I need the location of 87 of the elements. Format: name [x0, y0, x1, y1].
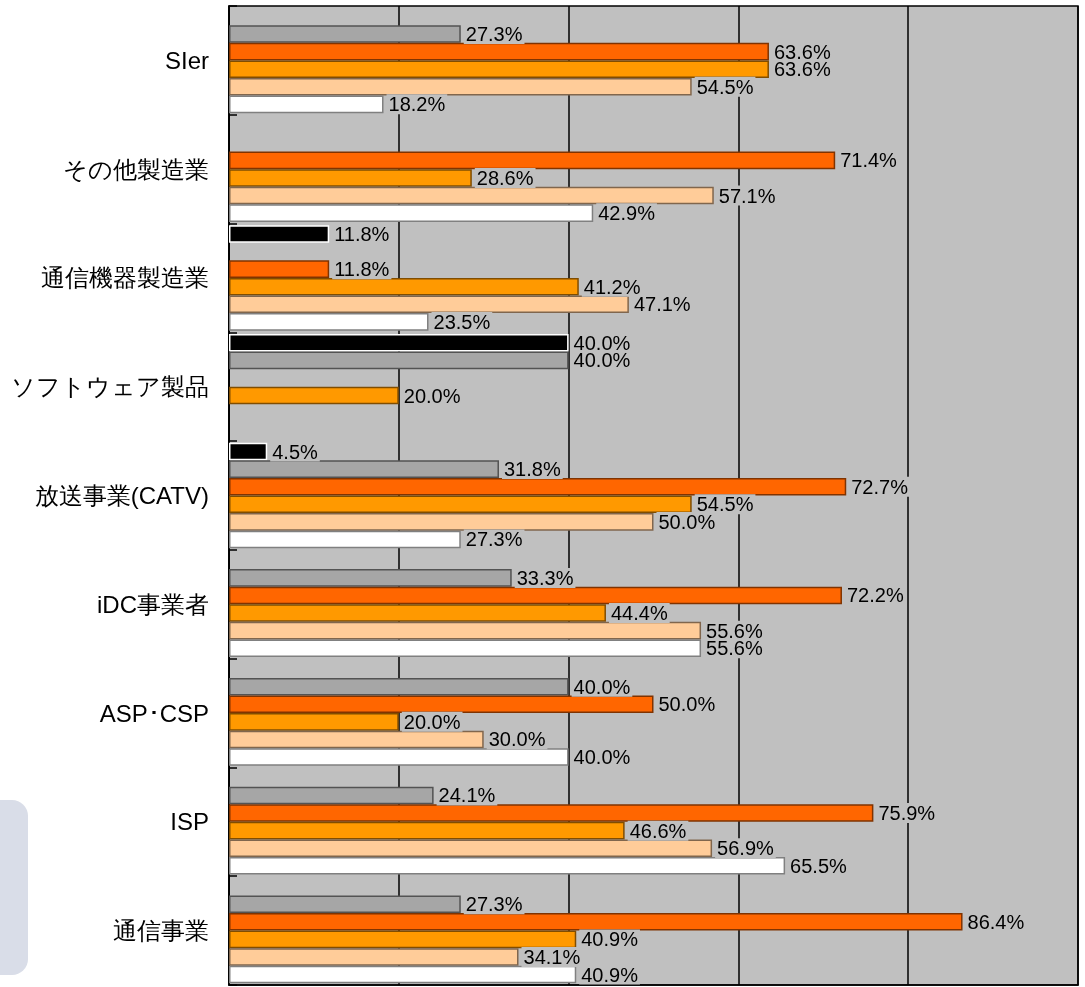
data-label: 24.1%	[438, 784, 496, 807]
data-label: 42.9%	[598, 202, 656, 225]
bar	[229, 260, 330, 278]
y-tick-label: その他製造業	[63, 155, 209, 183]
data-label: 56.9%	[717, 837, 775, 860]
bar	[229, 821, 625, 840]
bar	[229, 804, 874, 822]
data-label: 40.9%	[581, 963, 639, 986]
y-tick-label: SIer	[164, 46, 210, 74]
data-label: 28.6%	[476, 166, 534, 189]
data-label: 54.5%	[696, 493, 754, 516]
data-label: 27.3%	[465, 528, 523, 551]
bar	[229, 913, 963, 931]
y-tick-label: 通信機器製造業	[41, 264, 209, 292]
data-label: 50.0%	[658, 693, 716, 716]
bar	[229, 713, 399, 731]
bar	[229, 204, 594, 222]
data-label: 23.5%	[433, 310, 491, 333]
y-tick-label: ASP･CSP	[99, 699, 209, 727]
bar	[229, 151, 836, 170]
data-label: 11.8%	[334, 222, 390, 245]
bar	[229, 60, 769, 78]
data-label: 44.4%	[610, 602, 668, 625]
data-label: 33.3%	[516, 566, 574, 589]
bar	[229, 748, 569, 766]
bar	[229, 857, 786, 875]
y-tick-label: ソフトウェア製品	[11, 373, 209, 401]
bar	[229, 295, 629, 314]
bar	[229, 77, 692, 96]
bar	[229, 477, 847, 496]
data-label: 20.0%	[403, 384, 461, 407]
bar	[229, 530, 461, 549]
bar	[229, 277, 579, 296]
bar	[229, 604, 606, 622]
data-label: 54.5%	[696, 75, 754, 98]
data-label: 27.3%	[465, 893, 523, 916]
data-label: 40.0%	[573, 746, 631, 769]
data-label: 40.9%	[581, 928, 639, 951]
data-label: 40.0%	[573, 675, 631, 698]
bar	[229, 895, 461, 914]
y-tick-label: iDC事業者	[97, 590, 209, 618]
data-label: 27.3%	[465, 23, 523, 46]
bar	[229, 948, 519, 966]
bar	[229, 313, 429, 331]
data-label: 50.0%	[658, 510, 716, 533]
data-label: 4.5%	[272, 440, 319, 463]
data-label: 18.2%	[388, 93, 446, 116]
data-label: 86.4%	[967, 910, 1025, 933]
data-label: 65.5%	[790, 854, 848, 877]
data-label: 72.2%	[846, 584, 904, 607]
bar	[229, 351, 569, 370]
data-label: 46.6%	[629, 819, 687, 842]
bar	[229, 513, 654, 531]
bar	[229, 786, 434, 805]
y-tick-label: 通信事業	[113, 917, 209, 945]
bar	[229, 677, 569, 696]
data-label: 55.6%	[706, 637, 763, 660]
bar	[229, 495, 692, 514]
bar	[229, 169, 472, 187]
bar	[229, 839, 713, 857]
data-label: 11.8%	[334, 258, 390, 281]
data-label: 41.2%	[583, 275, 641, 298]
data-label: 30.0%	[488, 728, 546, 751]
bar	[229, 25, 461, 43]
y-tick-label: 放送事業(CATV)	[34, 482, 209, 509]
bar	[229, 730, 484, 749]
data-label: 75.9%	[878, 802, 936, 825]
bar	[229, 460, 499, 478]
bar	[229, 42, 769, 61]
data-label: 34.1%	[523, 945, 581, 968]
data-label: 72.7%	[851, 475, 909, 498]
bar	[229, 95, 384, 114]
y-tick-label: ISP	[170, 808, 209, 836]
data-label: 71.4%	[840, 149, 898, 172]
bar	[229, 569, 512, 587]
bar	[229, 621, 702, 640]
bar	[229, 965, 577, 984]
data-label: 31.8%	[503, 458, 561, 481]
bar	[229, 930, 577, 949]
bar	[229, 695, 654, 714]
data-label: 20.0%	[403, 710, 461, 733]
bar	[229, 586, 842, 605]
data-label: 57.1%	[718, 184, 776, 207]
data-label: 55.6%	[706, 619, 763, 642]
bar	[229, 639, 702, 658]
bar	[229, 386, 399, 405]
bar	[229, 186, 714, 205]
